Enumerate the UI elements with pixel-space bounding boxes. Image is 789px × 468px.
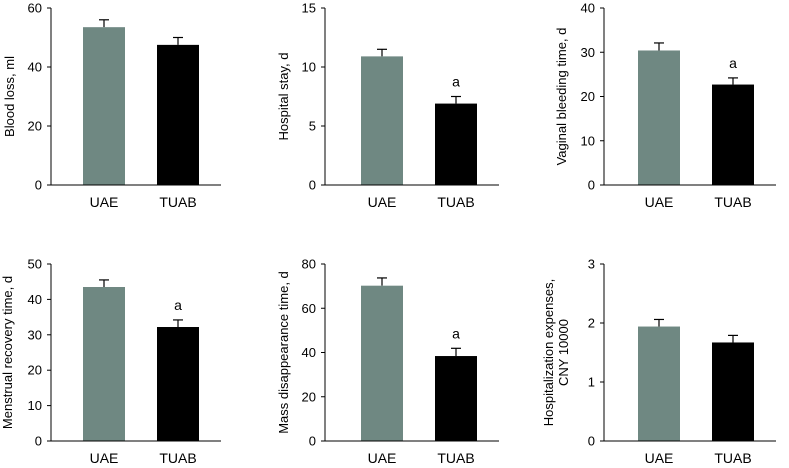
- bar-uae: [361, 285, 403, 441]
- significance-mark: a: [452, 74, 460, 90]
- y-tick-label: 50: [28, 257, 42, 272]
- y-axis-label: Hospitalization expenses,CNY 10000: [541, 279, 571, 426]
- y-tick-label: 40: [28, 292, 42, 307]
- y-axis-label-line: Blood loss, ml: [2, 56, 17, 137]
- y-tick-label: 20: [302, 389, 316, 404]
- y-tick-label: 30: [581, 45, 595, 60]
- y-tick-label: 60: [28, 1, 42, 16]
- y-tick-label: 60: [302, 301, 316, 316]
- x-tick-label-tuab: TUAB: [437, 450, 474, 466]
- chart-panel-1: 0 20 40 60 UAE TUAB Blood loss, ml: [2, 1, 221, 210]
- y-axis-label-line: Hospitalization expenses,: [541, 279, 556, 426]
- bar-tuab: [157, 327, 199, 441]
- y-tick-label: 0: [35, 178, 42, 193]
- y-tick-label: 5: [309, 119, 316, 134]
- x-tick-label-tuab: TUAB: [714, 450, 751, 466]
- y-tick-label: 40: [28, 60, 42, 75]
- y-axis-label-line: Hospital stay, d: [276, 53, 291, 141]
- y-tick-label: 20: [28, 119, 42, 134]
- y-tick-label: 80: [302, 257, 316, 272]
- bar-uae: [638, 50, 680, 186]
- y-axis-label: Mass disappearance time, d: [276, 271, 291, 434]
- x-tick-label-uae: UAE: [90, 194, 119, 210]
- y-axis-label-line: Vaginal bleeding time, d: [554, 28, 569, 166]
- bar-uae: [638, 326, 680, 441]
- chart-panel-5: a 0 20 40 60 80 UAE TUAB Mass disappearance time…: [276, 257, 499, 466]
- y-axis-label: Menstrual recovery time, d: [0, 276, 15, 429]
- chart-panel-3: a 0 10 20 30 40 UAE TUAB Vaginal bleeding time, …: [554, 1, 776, 210]
- y-tick-label: 2: [588, 316, 595, 331]
- x-tick-label-uae: UAE: [368, 450, 397, 466]
- x-tick-label-uae: UAE: [90, 450, 119, 466]
- y-tick-label: 10: [581, 133, 595, 148]
- bar-uae: [361, 56, 403, 185]
- y-axis-label: Blood loss, ml: [2, 56, 17, 137]
- x-tick-label-uae: UAE: [368, 194, 397, 210]
- y-axis-label: Hospital stay, d: [276, 53, 291, 141]
- x-tick-label-uae: UAE: [645, 194, 674, 210]
- bar-uae: [83, 27, 125, 185]
- y-tick-label: 10: [302, 60, 316, 75]
- y-tick-label: 0: [309, 178, 316, 193]
- y-tick-label: 20: [581, 89, 595, 104]
- y-tick-label: 3: [588, 257, 595, 272]
- chart-panel-2: a 0 5 10 15 UAE TUAB Hospital stay, d: [276, 1, 499, 210]
- y-axis-label-line: Menstrual recovery time, d: [0, 276, 15, 429]
- bar-tuab: [435, 103, 477, 185]
- x-tick-label-tuab: TUAB: [437, 194, 474, 210]
- x-tick-label-tuab: TUAB: [714, 194, 751, 210]
- y-tick-label: 30: [28, 327, 42, 342]
- y-axis-label-line: CNY 10000: [556, 319, 571, 386]
- significance-mark: a: [174, 297, 182, 313]
- x-tick-label-tuab: TUAB: [159, 450, 196, 466]
- bar-tuab: [712, 84, 754, 185]
- chart-panel-6: 0 1 2 3 UAE TUAB Hospitalization expenses,CNY …: [541, 257, 776, 466]
- y-tick-label: 10: [28, 398, 42, 413]
- bar-uae: [83, 287, 125, 441]
- y-axis-label: Vaginal bleeding time, d: [554, 28, 569, 166]
- x-tick-label-tuab: TUAB: [159, 194, 196, 210]
- x-tick-label-uae: UAE: [645, 450, 674, 466]
- y-tick-label: 0: [588, 434, 595, 449]
- y-tick-label: 1: [588, 375, 595, 390]
- y-tick-label: 40: [581, 1, 595, 16]
- y-tick-label: 0: [309, 434, 316, 449]
- bar-tuab: [712, 342, 754, 441]
- bar-tuab: [435, 356, 477, 441]
- y-axis-label-line: Mass disappearance time, d: [276, 271, 291, 434]
- y-tick-label: 0: [588, 178, 595, 193]
- significance-mark: a: [729, 55, 737, 71]
- chart-panel-4: a 0 10 20 30 40 50 UAE TUAB Menstrual recovery ti…: [0, 257, 221, 466]
- bar-tuab: [157, 44, 199, 185]
- y-tick-label: 15: [302, 1, 316, 16]
- y-tick-label: 0: [35, 434, 42, 449]
- significance-mark: a: [452, 325, 460, 341]
- y-tick-label: 20: [28, 363, 42, 378]
- y-tick-label: 40: [302, 345, 316, 360]
